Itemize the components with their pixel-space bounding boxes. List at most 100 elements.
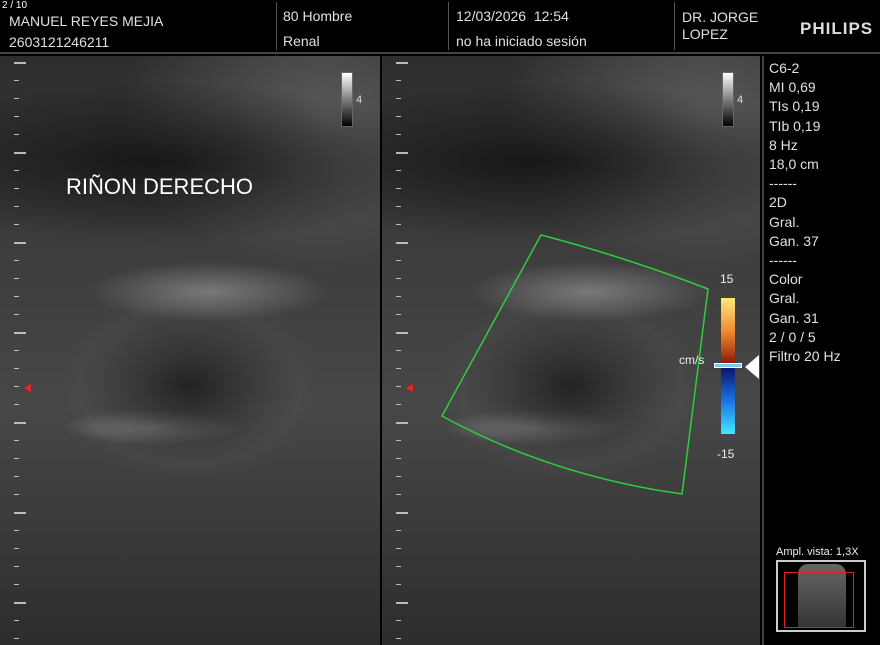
color-baseline [714,363,742,368]
depth-tick [14,422,26,424]
depth-tick [396,476,401,477]
depth-tick [396,494,401,495]
param-line: 2D [769,194,787,211]
depth-tick [14,584,19,585]
param-line: TIs 0,19 [769,98,820,115]
patient-header: 2 / 10 MANUEL REYES MEJIA 2603121246211 … [0,0,880,54]
focus-marker-icon [24,384,31,392]
gray-scale-label: 4 [737,94,744,106]
depth-tick [14,566,19,567]
gray-scale-label: 4 [356,94,363,106]
param-line: MI 0,69 [769,79,816,96]
color-box[interactable] [382,56,760,645]
param-line: C6-2 [769,60,800,76]
depth-tick [396,80,401,81]
param-line: TIb 0,19 [769,117,821,134]
datetime: 12/03/2026 12:54 [456,8,569,24]
depth-tick [396,350,401,351]
color-scale-min: -15 [717,447,735,461]
doctor-name: DR. JORGE [682,9,759,25]
depth-tick [14,206,19,207]
depth-tick [14,170,19,171]
color-scale-unit: cm/s [679,353,705,367]
ultrasound-texture [382,56,760,645]
depth-tick [396,188,401,189]
depth-tick [396,512,408,514]
depth-tick [396,440,401,441]
depth-tick [396,152,408,154]
depth-tick [14,134,19,135]
depth-tick [14,62,26,64]
depth-tick [14,152,26,154]
divider [674,2,675,50]
doctor-surname: LOPEZ [682,26,728,42]
focus-marker-icon [406,384,413,392]
depth-tick [396,170,401,171]
depth-tick [14,242,26,244]
depth-tick [396,260,401,261]
zoom-region-box [784,572,854,628]
depth-tick [396,134,401,135]
param-line: 18,0 cm [769,156,819,173]
depth-tick [14,350,19,351]
depth-tick [396,602,408,604]
left-ultrasound-image[interactable]: 4 RIÑON DERECHO [0,56,380,645]
depth-scale [12,56,26,645]
depth-tick [14,116,19,117]
depth-tick [396,296,401,297]
gray-scale-bar [341,72,353,127]
param-line: 2 / 0 / 5 [769,328,816,345]
depth-tick [396,224,401,225]
depth-tick [396,206,401,207]
depth-tick [396,404,401,405]
param-line: Color [769,271,803,288]
depth-tick [14,260,19,261]
depth-tick [14,314,19,315]
right-ultrasound-image[interactable]: 4 [382,56,760,645]
depth-tick [396,278,401,279]
depth-tick [396,584,401,585]
depth-tick [14,278,19,279]
depth-scale [394,56,408,645]
depth-tick [14,602,26,604]
ultrasound-texture [0,56,380,645]
patient-id: 2603121246211 [9,34,110,50]
depth-tick [14,332,26,334]
depth-tick [396,458,401,459]
depth-tick [14,476,19,477]
image-annotation: RIÑON DERECHO [66,174,254,199]
depth-tick [14,386,19,387]
depth-tick [14,98,19,99]
depth-tick [14,440,19,441]
depth-tick [396,548,401,549]
depth-tick [14,638,19,639]
param-line: Gan. 37 [769,232,819,249]
depth-tick [14,80,19,81]
depth-tick [396,566,401,567]
depth-tick [14,404,19,405]
zoom-thumbnail[interactable] [776,560,866,632]
depth-tick [14,188,19,189]
image-counter: 2 / 10 [2,0,28,11]
depth-tick [14,548,19,549]
gray-scale-bar [722,72,734,127]
depth-tick [14,368,19,369]
depth-tick [14,224,19,225]
param-line: 8 Hz [769,136,798,153]
depth-tick [396,620,401,621]
depth-tick [396,422,408,424]
depth-tick [396,332,408,334]
baseline-arrow-icon[interactable] [745,355,759,379]
depth-tick [14,620,19,621]
patient-name: MANUEL REYES MEJIA [9,13,164,29]
depth-tick [396,98,401,99]
depth-tick [14,494,19,495]
depth-tick [14,296,19,297]
age-sex: 80 Hombre [283,8,353,24]
param-line: Gan. 31 [769,309,819,326]
depth-tick [396,62,408,64]
login-status: no ha iniciado sesión [456,33,587,49]
parameters-panel: C6-2 MI 0,69 TIs 0,19 TIb 0,19 8 Hz 18,0 cm --… [762,56,880,645]
depth-tick [396,314,401,315]
brand-logo: PHILIPS [800,19,874,38]
